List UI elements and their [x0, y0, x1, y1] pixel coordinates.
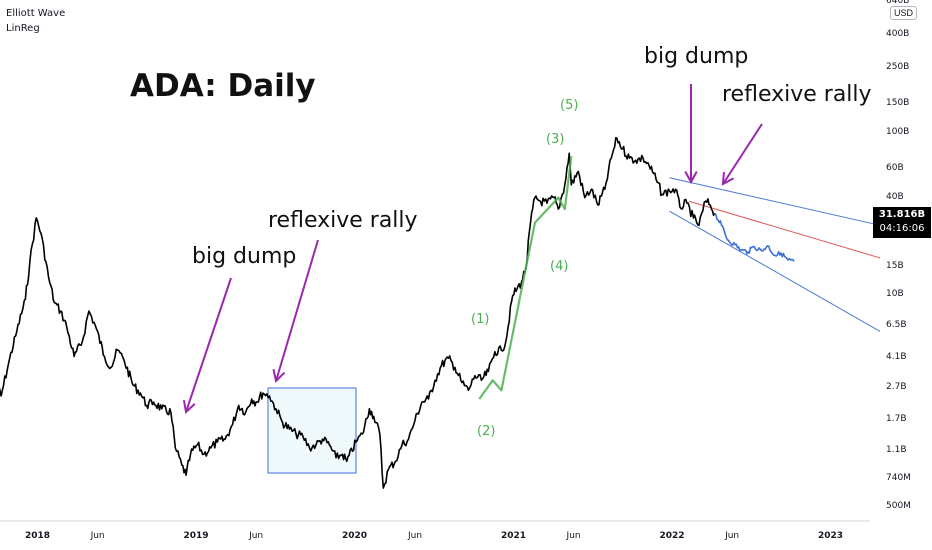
y-tick-label: 640B: [886, 0, 910, 7]
x-tick-label: Jun: [249, 531, 264, 541]
y-tick-label: 150B: [886, 98, 910, 109]
last-price-badge: 31.816B 04:16:06: [873, 207, 931, 238]
legend-linreg[interactable]: LinReg: [6, 23, 40, 34]
y-tick-label: 15B: [886, 260, 904, 271]
x-tick-label: Jun: [90, 531, 105, 541]
price-line: [0, 137, 716, 489]
annotation-big-dump-2: big dump: [644, 44, 749, 69]
currency-selector[interactable]: USD: [890, 6, 918, 20]
y-tick-label: 400B: [886, 29, 910, 40]
x-tick-label: Jun: [566, 531, 581, 541]
annotation-arrows: [182, 84, 763, 414]
x-tick-label: 2018: [25, 531, 51, 541]
y-tick-label: 500M: [886, 500, 911, 511]
y-tick-label: 1.1B: [886, 445, 907, 455]
channel-lower: [669, 210, 881, 332]
x-tick-label: 2023: [818, 531, 844, 541]
x-tick-label: 2020: [342, 531, 368, 541]
y-tick-label: 40B: [886, 191, 904, 202]
arrow-big-dump-1: [182, 277, 232, 414]
y-tick-label: 60B: [886, 163, 904, 174]
arrow-reflexive-rally-2: [721, 123, 763, 186]
x-tick-label: 2022: [659, 531, 685, 541]
annotation-reflexive-rally-2: reflexive rally: [722, 82, 872, 107]
y-tick-label: 6.5B: [886, 319, 907, 330]
channel-middle: [688, 200, 881, 259]
y-tick-label: 10B: [886, 289, 904, 300]
linreg-channel: [669, 177, 881, 332]
last-price-value: 31.816B: [878, 209, 926, 220]
price-series: [0, 137, 795, 489]
y-tick-label: 1.7B: [886, 414, 907, 425]
legend-elliott-wave[interactable]: Elliott Wave: [6, 8, 66, 19]
x-tick-label: Jun: [725, 531, 740, 541]
chart-title: ADA: Daily: [130, 68, 316, 104]
y-tick-label: 4.1B: [886, 352, 907, 363]
y-tick-label: 740M: [886, 472, 911, 483]
x-tick-label: 2019: [183, 531, 209, 541]
y-tick-label: 250B: [886, 62, 910, 73]
wave-label-4: (4): [550, 259, 569, 274]
annotation-reflexive-rally-1: reflexive rally: [268, 208, 418, 233]
elliott-wave-line: [478, 156, 573, 400]
wave-label-1: (1): [471, 312, 490, 327]
y-tick-label: 2.7B: [886, 381, 907, 392]
wave-label-3: (3): [546, 132, 565, 147]
x-tick-label: Jun: [408, 531, 423, 541]
arrow-reflexive-rally-1: [272, 239, 319, 383]
highlight-box: [267, 387, 357, 474]
bar-countdown: 04:16:06: [879, 223, 925, 234]
y-tick-label: 100B: [886, 127, 910, 137]
channel-upper: [669, 177, 881, 226]
wave-label-5: (5): [560, 98, 579, 113]
arrow-big-dump-2: [684, 84, 698, 185]
x-tick-label: 2021: [500, 531, 527, 541]
indicator-legend: Elliott Wave LinReg: [6, 6, 65, 36]
annotation-big-dump-1: big dump: [192, 244, 297, 269]
wave-label-2: (2): [477, 424, 496, 439]
projection-line: [714, 212, 795, 262]
